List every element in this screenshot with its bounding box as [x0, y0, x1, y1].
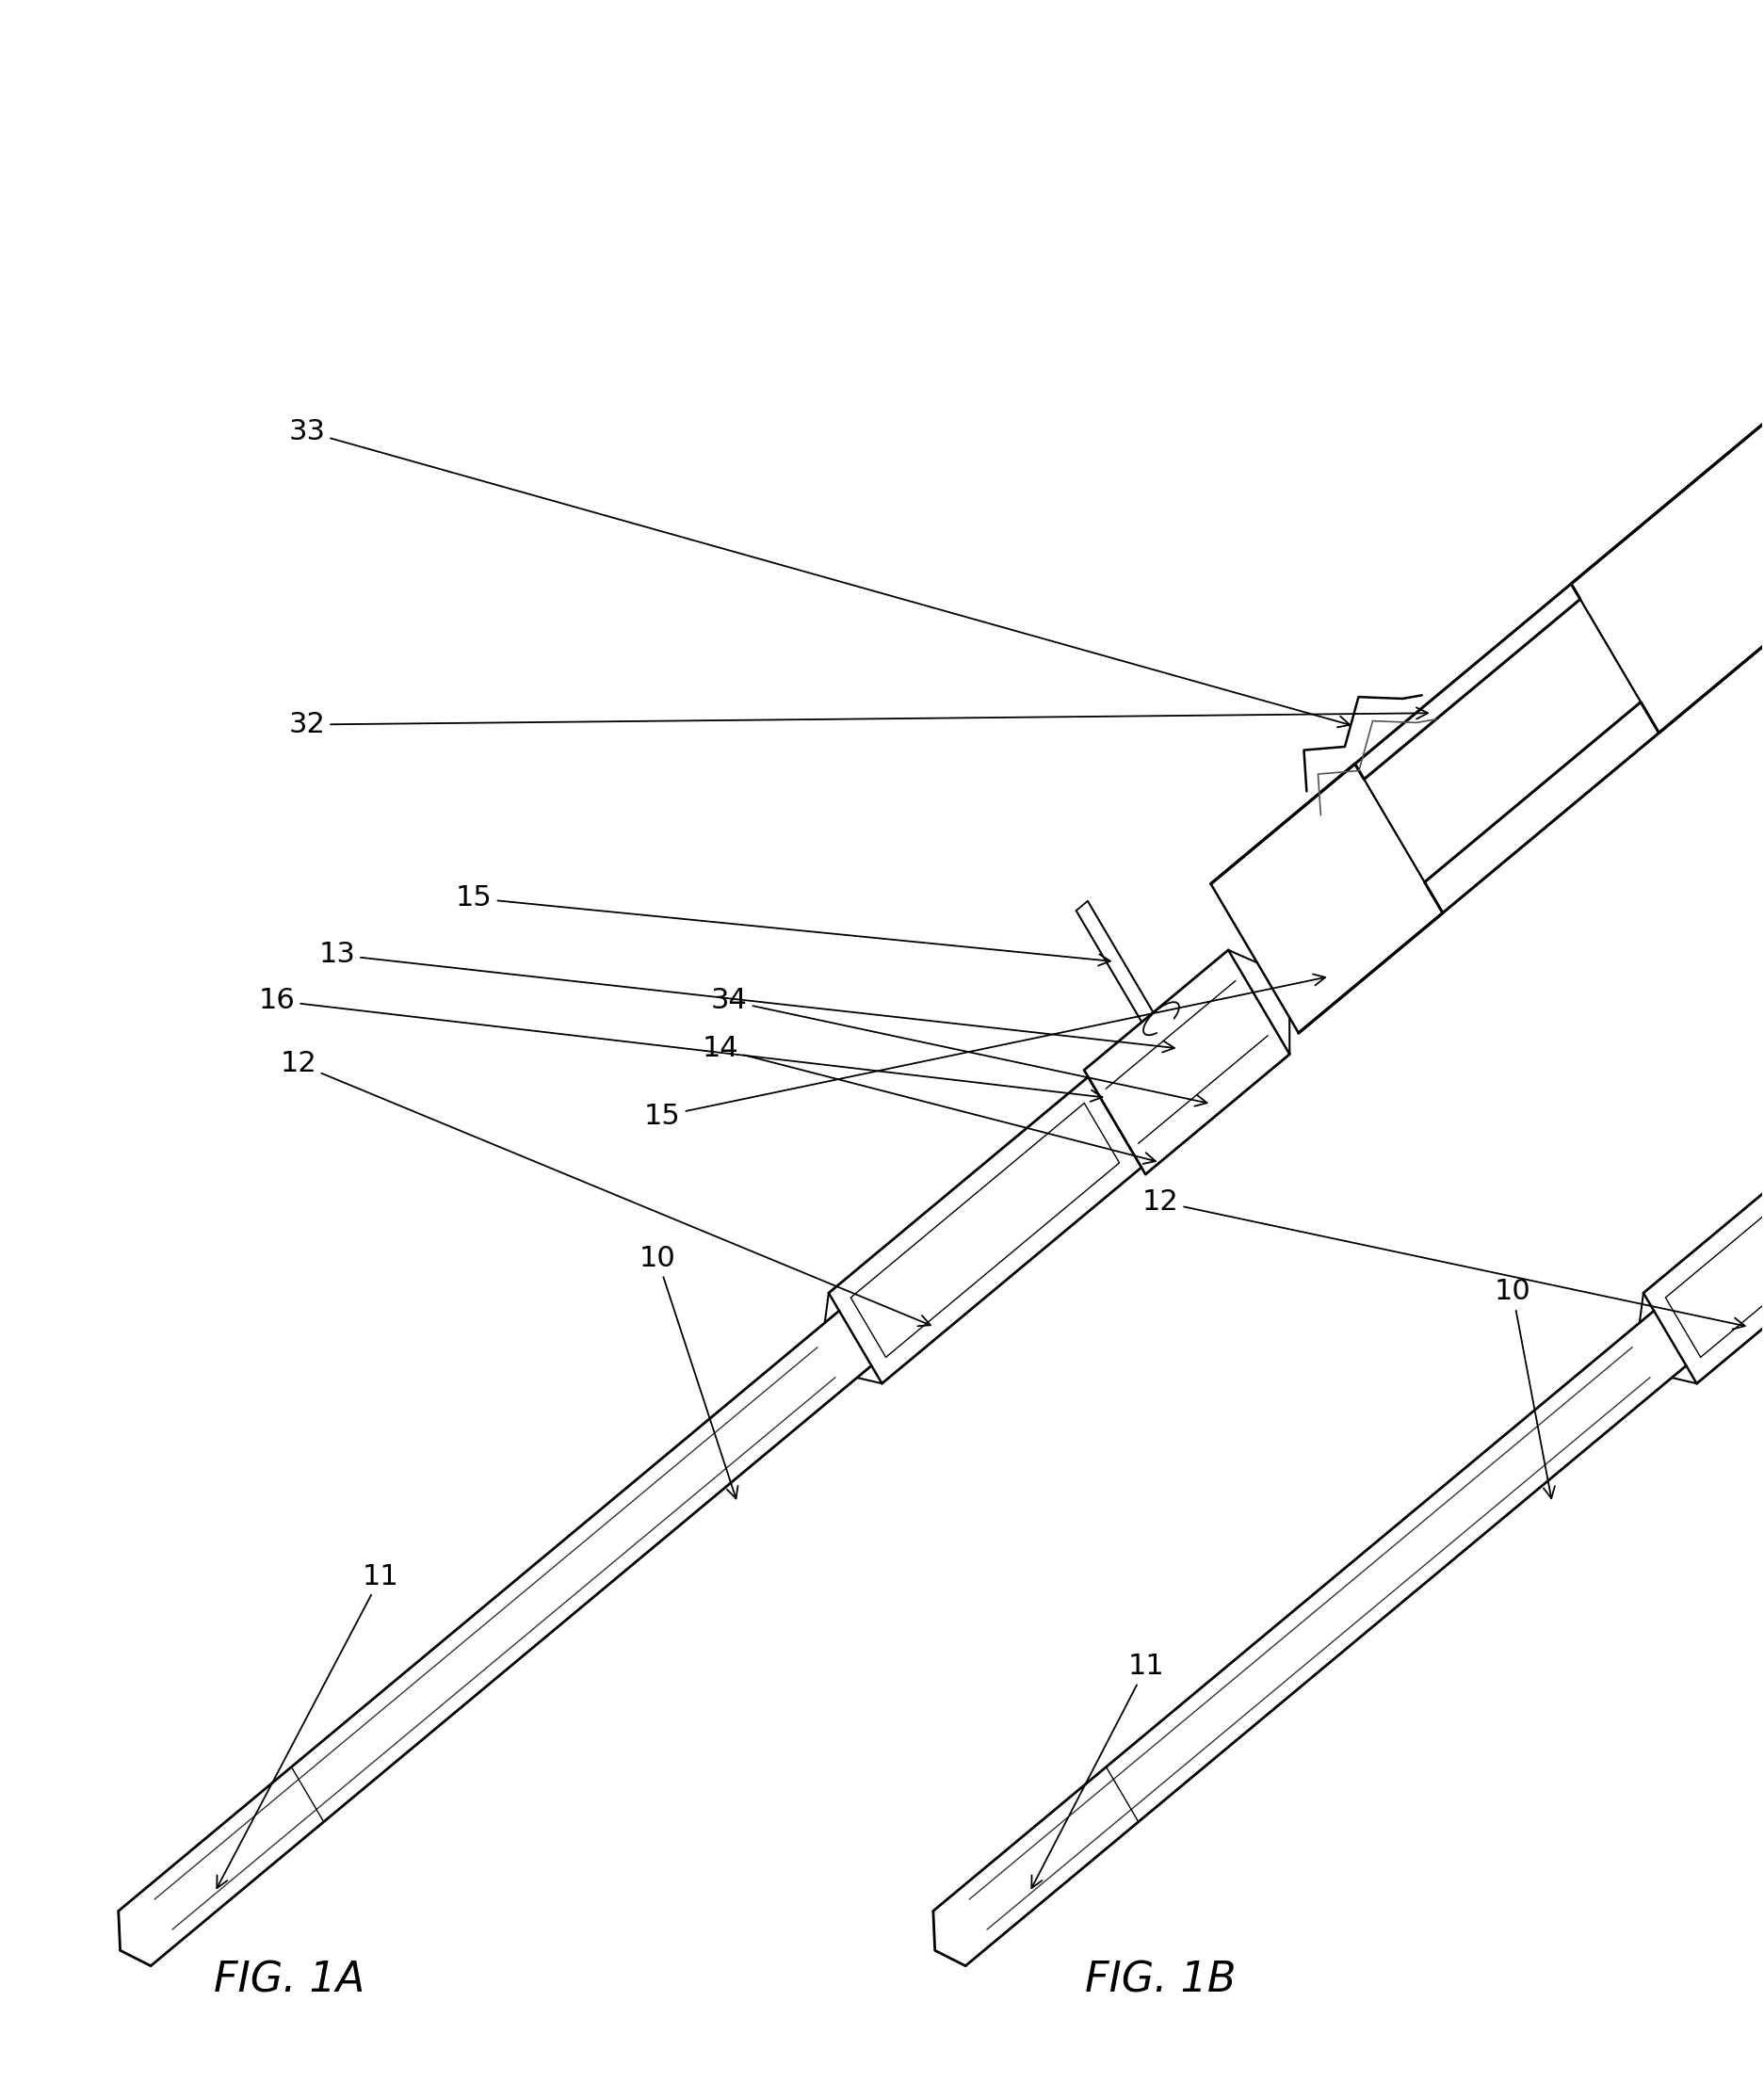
Text: 34: 34	[711, 988, 1207, 1106]
Text: 33: 33	[289, 418, 1349, 728]
Text: 14: 14	[702, 1034, 1155, 1164]
Text: 12: 12	[1141, 1187, 1745, 1330]
Text: 15: 15	[455, 885, 1110, 965]
Text: 12: 12	[280, 1049, 930, 1326]
Text: 16: 16	[259, 988, 1102, 1101]
Text: 11: 11	[217, 1563, 399, 1888]
Text: 13: 13	[319, 942, 1173, 1053]
Text: 11: 11	[1030, 1653, 1164, 1888]
Text: 10: 10	[639, 1244, 737, 1498]
Text: 32: 32	[289, 707, 1427, 738]
Text: FIG. 1A: FIG. 1A	[213, 1960, 365, 2001]
Text: 10: 10	[1494, 1278, 1554, 1498]
Text: FIG. 1B: FIG. 1B	[1085, 1960, 1235, 2001]
Text: 15: 15	[644, 973, 1325, 1129]
